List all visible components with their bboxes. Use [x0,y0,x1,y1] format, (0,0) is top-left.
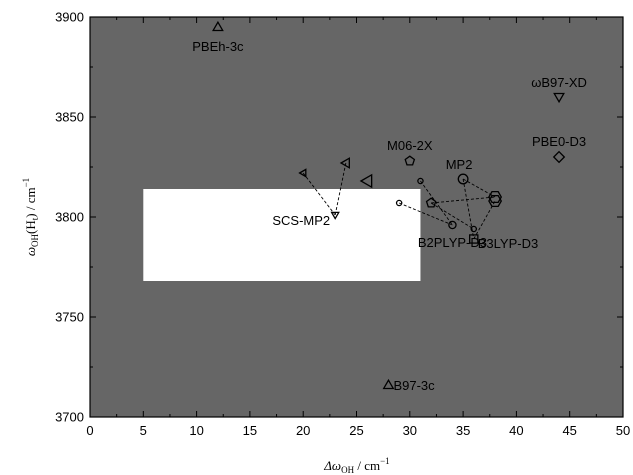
scs-mp2-triangle-down-marker [330,211,340,220]
point-label: M06-2X [387,138,433,153]
pbeh-3c-triangle-up-marker [212,20,224,32]
inset-box [143,189,421,281]
x-tick-label: 30 [403,423,417,438]
x-tick-label: 5 [140,423,147,438]
x-tick-label: 10 [189,423,203,438]
connector-line [462,178,496,198]
y-tick-label: 3750 [55,310,84,325]
data-markers [212,20,566,390]
y-tick-label: 3850 [55,110,84,125]
hexagon-marker [488,190,503,204]
x-axis-label: ΔωOH / cm−1 [323,456,389,475]
-b97-xd-triangle-down-marker [553,92,565,104]
connector-line [473,200,496,240]
point-labels: PBEh-3c ωB97-XD PBE0-D3 M06-2X MP2 SCS-MP2 B2P… [192,39,587,393]
x-tick-label: 35 [456,423,470,438]
b97-3c-triangle-up-marker [382,378,395,390]
circle-marker [470,225,478,233]
x-tick-label: 0 [86,423,93,438]
point-label: B97-3c [393,378,435,393]
x-axis: 0 5 10 15 20 25 30 35 40 45 50 [86,17,630,438]
connector-line [462,178,475,240]
hexagon-marker [488,194,503,208]
point-label: ωB97-XD [531,75,587,90]
point-label: PBE0-D3 [532,134,586,149]
connector-line [420,180,453,226]
connector-line [334,162,347,216]
point-label: B2PLYP-D3 [418,235,487,250]
y-axis-label: ωOH(Ht) / cm−1 [21,178,40,256]
x-tick-label: 50 [616,423,630,438]
x-tick-label: 15 [243,423,257,438]
x-tick-label: 40 [509,423,523,438]
y-tick-label: 3700 [55,410,84,425]
point-label: MP2 [446,157,473,172]
connector-line [430,202,474,230]
b3lyp-d3-square-marker [469,234,479,244]
y-axis: 3700 3750 3800 3850 3900 [55,10,623,425]
point-label: B3LYP-D3 [478,236,538,251]
x-tick-label: 45 [562,423,576,438]
y-tick-label: 3800 [55,210,84,225]
m06-2x-pentagon-marker [404,155,416,166]
pentagon-marker [425,197,437,208]
b2plyp-d3-circle-marker [448,220,457,230]
circle-marker [417,177,424,185]
mp2-circle-marker [457,173,469,185]
connector-line [431,196,496,204]
connector-line [302,172,336,216]
connector-lines [302,162,496,240]
y-tick-label: 3900 [55,10,84,25]
pbe0-d3-diamond-marker [552,150,566,164]
triangle-left-marker [298,168,307,178]
circle-marker [395,199,403,207]
x-tick-label: 20 [296,423,310,438]
x-tick-label: 25 [349,423,363,438]
triangle-left-marker [359,173,373,189]
triangle-left-marker [339,157,350,169]
point-label: SCS-MP2 [272,213,330,228]
point-label: PBEh-3c [192,39,244,54]
